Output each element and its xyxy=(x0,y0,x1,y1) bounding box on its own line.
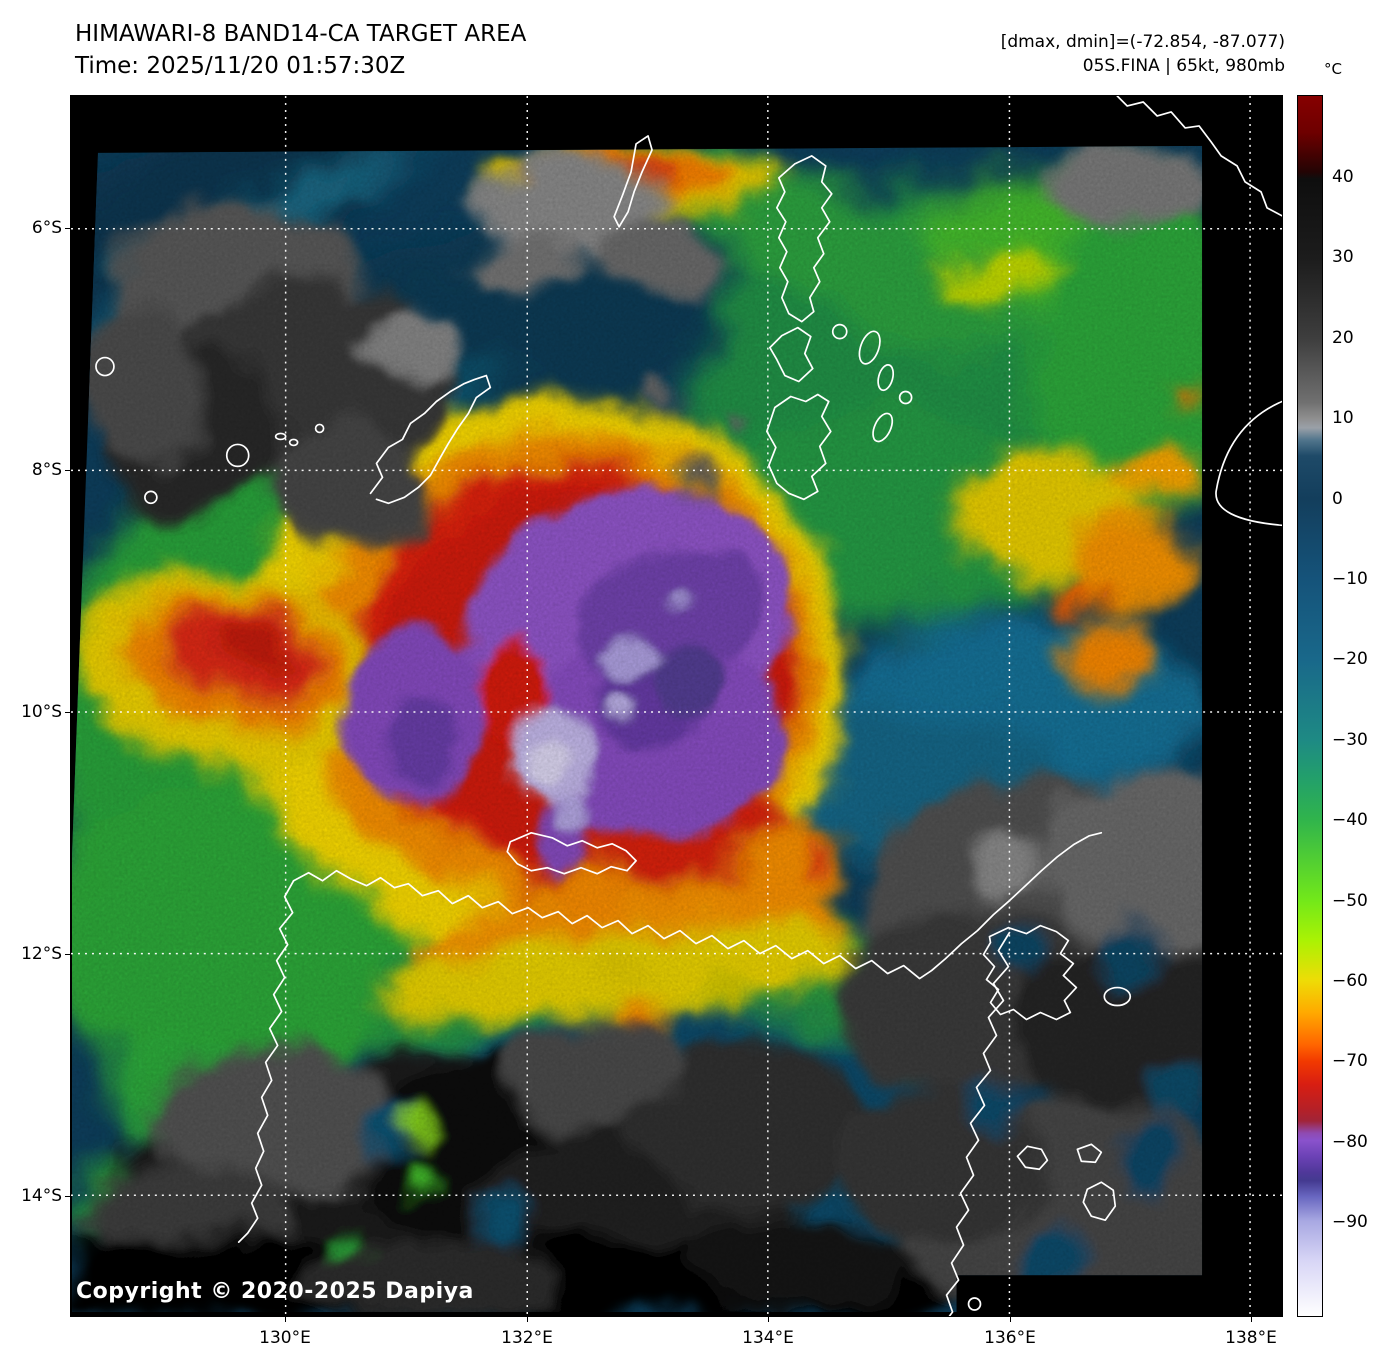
lon-tick-label: 136°E xyxy=(984,1328,1036,1348)
storm-info-annotation: 05S.FINA | 65kt, 980mb xyxy=(1082,56,1285,76)
lat-tick-label: 12°S xyxy=(21,944,62,964)
lon-tick-label: 138°E xyxy=(1225,1328,1277,1348)
axis-tick xyxy=(65,228,70,229)
colorbar-tick-label: 40 xyxy=(1332,167,1354,187)
lon-tick-label: 134°E xyxy=(742,1328,794,1348)
colorbar-tick-label: −10 xyxy=(1332,569,1368,589)
axis-tick xyxy=(65,1196,70,1197)
axis-tick xyxy=(65,954,70,955)
colorbar-tick-label: −30 xyxy=(1332,730,1368,750)
axis-tick xyxy=(285,1317,286,1322)
colorbar-tick-label: 0 xyxy=(1332,489,1343,509)
lat-tick-label: 8°S xyxy=(31,460,62,480)
colorbar-tick-label: 30 xyxy=(1332,247,1354,267)
satellite-map-plot: Copyright © 2020-2025 Dapiya xyxy=(70,95,1283,1317)
coastlines xyxy=(95,96,1282,1316)
colorbar-tick-label: 20 xyxy=(1332,328,1354,348)
axis-tick xyxy=(1010,1317,1011,1322)
page-title: HIMAWARI-8 BAND14-CA TARGET AREA xyxy=(75,21,527,47)
lon-tick-label: 130°E xyxy=(259,1328,311,1348)
lat-tick-label: 6°S xyxy=(31,218,62,238)
dmax-dmin-annotation: [dmax, dmin]=(-72.854, -87.077) xyxy=(1000,32,1285,52)
colorbar-unit-label: °C xyxy=(1324,60,1342,78)
axis-tick xyxy=(768,1317,769,1322)
axis-tick xyxy=(65,470,70,471)
colorbar-tick-label: −70 xyxy=(1332,1051,1368,1071)
lat-tick-label: 10°S xyxy=(21,702,62,722)
satellite-ir-image xyxy=(71,96,1282,1316)
lon-tick-label: 132°E xyxy=(501,1328,553,1348)
colorbar-tick-label: −20 xyxy=(1332,649,1368,669)
colorbar-tick-label: −60 xyxy=(1332,971,1368,991)
axis-tick xyxy=(65,712,70,713)
annotation-block: [dmax, dmin]=(-72.854, -87.077) 05S.FINA… xyxy=(1001,30,1285,78)
data-swath xyxy=(71,145,1203,1313)
axis-tick xyxy=(527,1317,528,1322)
colorbar-tick-label: 10 xyxy=(1332,408,1354,428)
copyright-watermark: Copyright © 2020-2025 Dapiya xyxy=(76,1279,474,1304)
colorbar xyxy=(1297,95,1323,1317)
gridlines xyxy=(71,96,1282,1316)
lat-tick-label: 14°S xyxy=(21,1186,62,1206)
axis-tick xyxy=(1251,1317,1252,1322)
colorbar-tick-label: −40 xyxy=(1332,810,1368,830)
colorbar-tick-label: −90 xyxy=(1332,1212,1368,1232)
timestamp: Time: 2025/11/20 01:57:30Z xyxy=(75,53,406,79)
noise-texture-overlay xyxy=(71,145,1203,1313)
colorbar-tick-label: −80 xyxy=(1332,1132,1368,1152)
colorbar-tick-label: −50 xyxy=(1332,891,1368,911)
